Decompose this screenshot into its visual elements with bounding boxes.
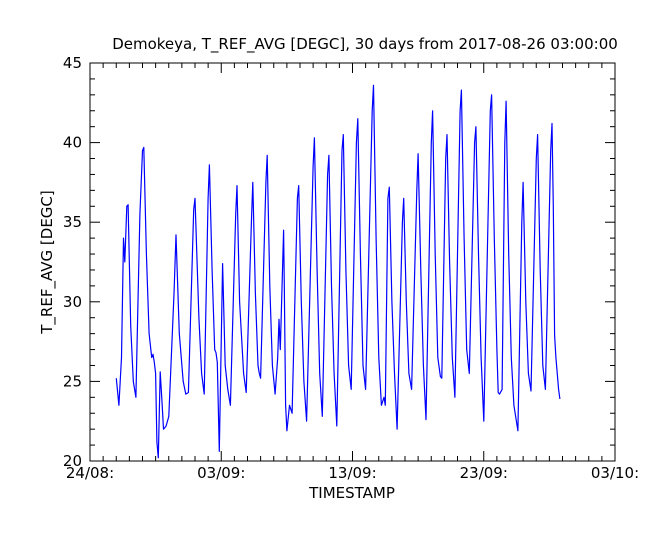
- x-tick-label: 03/10:: [591, 464, 639, 482]
- y-tick-label: 20: [63, 452, 82, 470]
- y-axis-label: T_REF_AVG [DEGC]: [38, 190, 57, 334]
- x-axis-label: TIMESTAMP: [308, 484, 395, 502]
- series-line-t-ref-avg: [115, 84, 561, 459]
- plot-frame: [89, 62, 616, 462]
- y-tick-label: 45: [63, 54, 82, 72]
- x-tick-label: 24/08:: [66, 464, 114, 482]
- tick-labels: 24/08: 03/09: 13/09: 23/09: 03/10: 20 25 30 35 40…: [63, 54, 639, 482]
- y-tick-label: 40: [63, 134, 82, 152]
- x-tick-label: 23/09:: [460, 464, 508, 482]
- axis-ticks: [90, 63, 615, 461]
- x-tick-label: 03/09:: [197, 464, 245, 482]
- y-tick-label: 35: [63, 213, 82, 231]
- chart-title: Demokeya, T_REF_AVG [DEGC], 30 days from…: [112, 35, 618, 54]
- y-tick-label: 30: [63, 293, 82, 311]
- y-tick-label: 25: [63, 372, 82, 390]
- x-tick-label: 13/09:: [328, 464, 376, 482]
